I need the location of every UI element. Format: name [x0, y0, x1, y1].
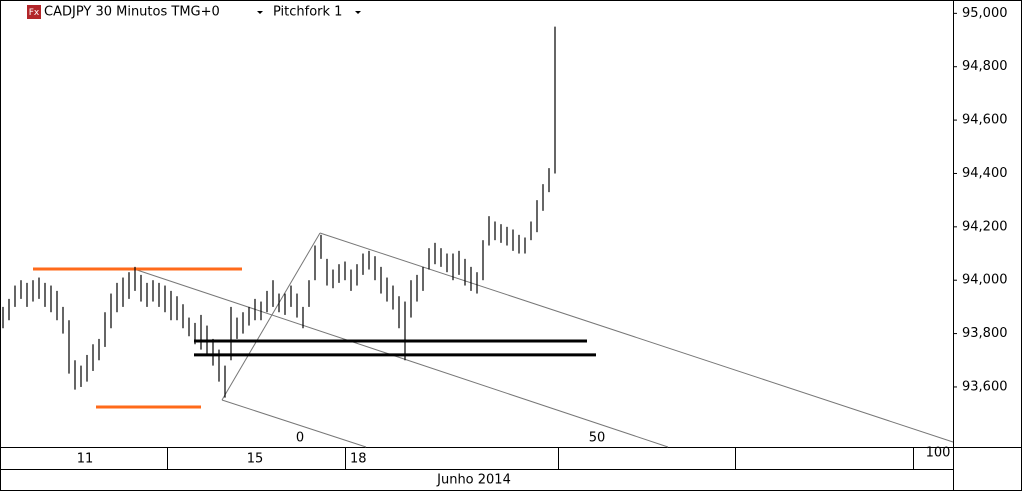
y-tick-label: 94,400 [962, 166, 1008, 181]
pitchfork-line [136, 269, 669, 448]
pitchfork [136, 232, 954, 448]
y-tick-label: 93,800 [962, 326, 1008, 341]
y-tick-label: 94,200 [962, 219, 1008, 234]
day-label: 18 [350, 452, 367, 467]
month-label: Junho 2014 [436, 473, 511, 488]
tool-label[interactable]: Pitchfork 1 [273, 5, 342, 20]
pitchfork-handle [221, 232, 321, 401]
y-tick-label: 94,600 [962, 113, 1008, 128]
spacer [0, 448, 953, 469]
pitchfork-level: 50 [589, 431, 606, 446]
dropdown-arrow[interactable] [257, 11, 263, 14]
header: Fx CADJPY 30 Minutos TMG+0 Pitchfork 1 [27, 5, 361, 20]
y-tick-label: 95,000 [962, 6, 1008, 21]
pitchfork-line [319, 232, 954, 443]
pitchfork-level: 0 [296, 431, 304, 446]
pitchfork-level: 100 [926, 446, 951, 461]
day-label: 11 [77, 452, 94, 467]
dropdown-arrow[interactable] [355, 11, 361, 14]
icon-text: Fx [29, 8, 40, 18]
day-cells [167, 447, 914, 469]
pitchfork-line [221, 399, 367, 448]
symbol-title[interactable]: CADJPY 30 Minutos TMG+0 [44, 5, 220, 20]
symbol-icon [27, 5, 41, 19]
y-tick-label: 94,800 [962, 59, 1008, 74]
day-label: 15 [247, 452, 264, 467]
y-tick-label: 93,600 [962, 379, 1008, 394]
y-tick-label: 94,000 [962, 273, 1008, 288]
